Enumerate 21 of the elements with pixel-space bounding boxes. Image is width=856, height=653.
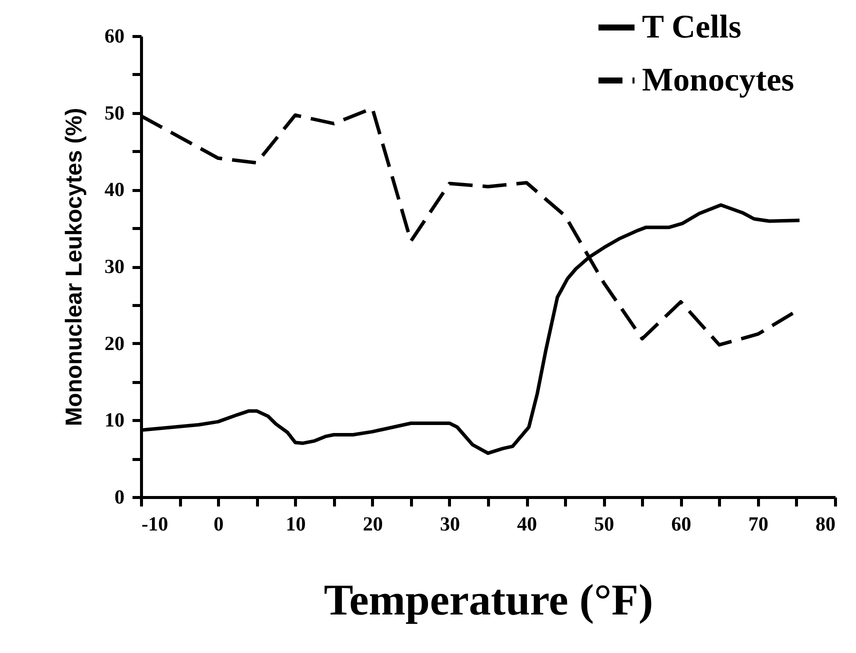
y-axis-title: Mononuclear Leukocytes (%) <box>60 108 86 426</box>
x-tick-label: 30 <box>440 514 460 536</box>
y-tick-label: 30 <box>104 256 124 278</box>
y-tick-label: 40 <box>104 179 124 202</box>
x-tick-label: 50 <box>594 514 614 536</box>
y-tick-label: 60 <box>104 26 124 48</box>
x-axis-title: Temperature (°F) <box>324 576 654 624</box>
x-tick-label: 40 <box>517 514 538 536</box>
y-tick-label: 0 <box>114 486 124 508</box>
x-tick-label: 10 <box>286 514 306 536</box>
x-tick-label: 20 <box>362 514 383 536</box>
y-tick-label: 10 <box>104 410 124 432</box>
x-tick-label: 60 <box>671 514 692 536</box>
y-tick-label: 50 <box>104 102 124 124</box>
x-tick-label: 0 <box>214 514 224 536</box>
x-tick-label: -10 <box>142 514 168 536</box>
x-tick-label: 80 <box>816 514 836 536</box>
x-tick-label: 70 <box>748 514 768 536</box>
y-tick-label: 20 <box>104 332 124 355</box>
legend-label: T Cells <box>642 10 742 46</box>
legend-label: Monocytes <box>642 62 794 98</box>
